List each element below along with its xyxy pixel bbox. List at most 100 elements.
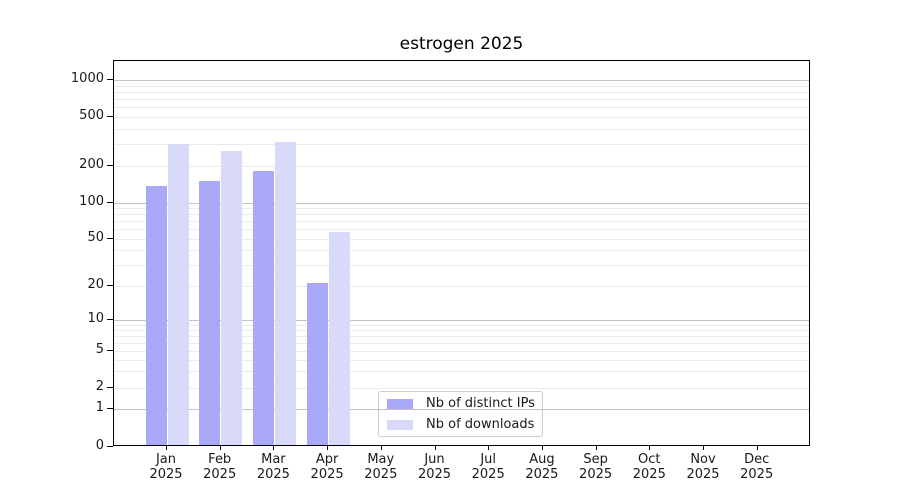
y-tick-label-500: 500	[79, 108, 104, 123]
y-tick-label-2: 2	[95, 378, 104, 394]
x-tick-label-dec: Dec 2025	[725, 452, 789, 482]
minor-gridline-60	[114, 229, 809, 231]
minor-gridline-900	[114, 85, 809, 87]
x-tick-label-aug: Aug 2025	[510, 452, 574, 482]
minor-gridline-8	[114, 329, 809, 331]
y-tick-label-0: 0	[95, 437, 104, 453]
x-tick-month: Nov	[690, 452, 716, 467]
x-tick-year: 2025	[149, 467, 183, 482]
x-tick-month: Mar	[261, 452, 286, 467]
x-tick-month: Aug	[529, 452, 555, 467]
y-tick-label-1000: 1000	[70, 71, 104, 86]
minor-gridline-2	[114, 387, 809, 389]
legend-swatch-downloads	[387, 419, 413, 430]
chart-title: estrogen 2025	[399, 34, 524, 54]
x-tick-mark-oct	[649, 446, 651, 450]
bar-downloads-apr	[328, 231, 350, 446]
x-tick-label-sep: Sep 2025	[564, 452, 628, 482]
minor-gridline-80	[114, 214, 809, 216]
y-tick-label-5: 5	[95, 342, 104, 357]
x-tick-mark-apr	[327, 446, 329, 450]
legend-swatch-distinct-ips	[387, 398, 413, 409]
y-tick-mark-1	[107, 407, 113, 409]
x-tick-month: Jun	[424, 452, 445, 467]
x-tick-year: 2025	[579, 467, 613, 482]
y-tick-mark-200	[107, 164, 113, 166]
minor-gridline-70	[114, 221, 809, 223]
minor-gridline-20	[114, 286, 809, 287]
major-gridline-100	[114, 202, 809, 204]
y-tick-label-200: 200	[79, 156, 104, 172]
legend-label: Nb of downloads	[426, 417, 535, 432]
minor-gridline-700	[114, 99, 809, 101]
minor-gridline-5	[114, 351, 809, 352]
x-tick-mark-sep	[595, 446, 597, 450]
minor-gridline-30	[114, 264, 809, 266]
y-tick-mark-1000	[107, 79, 113, 80]
x-tick-year: 2025	[740, 467, 774, 482]
x-tick-mark-jul	[488, 446, 490, 450]
minor-gridline-3	[114, 371, 809, 373]
bar-downloads-jan	[167, 144, 189, 446]
x-tick-mark-jun	[434, 446, 436, 450]
x-tick-label-jun: Jun 2025	[403, 452, 467, 482]
y-tick-label-50: 50	[87, 229, 104, 245]
x-tick-year: 2025	[632, 467, 666, 482]
minor-gridline-800	[114, 91, 809, 93]
x-tick-year: 2025	[310, 467, 344, 482]
y-tick-label-100: 100	[79, 193, 104, 209]
x-tick-year: 2025	[203, 467, 237, 482]
y-tick-label-10: 10	[87, 311, 104, 326]
legend-item-distinct-ips: Nb of distinct IPs	[379, 395, 542, 413]
y-tick-mark-500	[107, 116, 113, 117]
major-gridline-1000	[114, 80, 809, 81]
x-tick-year: 2025	[686, 467, 720, 482]
minor-gridline-500	[114, 117, 809, 118]
x-tick-label-mar: Mar 2025	[241, 452, 305, 482]
minor-gridline-300	[114, 144, 809, 146]
x-tick-label-jan: Jan 2025	[134, 452, 198, 482]
x-tick-year: 2025	[256, 467, 290, 482]
y-tick-mark-100	[107, 201, 113, 203]
minor-gridline-200	[114, 165, 809, 167]
y-tick-label-1: 1	[95, 399, 104, 415]
major-gridline-10	[114, 320, 809, 321]
legend-item-downloads: Nb of downloads	[379, 416, 542, 434]
minor-gridline-400	[114, 128, 809, 130]
x-tick-label-apr: Apr 2025	[295, 452, 359, 482]
minor-gridline-40	[114, 250, 809, 252]
x-tick-label-jul: Jul 2025	[456, 452, 520, 482]
x-tick-label-may: May 2025	[349, 452, 413, 482]
minor-gridline-600	[114, 107, 809, 109]
bar-downloads-mar	[274, 142, 296, 446]
x-tick-month: Dec	[744, 452, 770, 467]
y-tick-mark-10	[107, 319, 113, 320]
x-tick-year: 2025	[525, 467, 559, 482]
x-tick-year: 2025	[417, 467, 452, 482]
x-tick-month: Jul	[480, 452, 497, 467]
minor-gridline-4	[114, 359, 809, 361]
legend-label: Nb of distinct IPs	[426, 396, 535, 411]
x-tick-year: 2025	[471, 467, 505, 482]
x-tick-label-oct: Oct 2025	[617, 452, 681, 482]
x-tick-mark-aug	[541, 446, 543, 450]
x-tick-mark-feb	[219, 446, 221, 450]
x-tick-month: Oct	[638, 452, 661, 467]
x-tick-month: Feb	[208, 452, 232, 467]
major-gridline-1	[114, 408, 809, 410]
y-tick-mark-20	[107, 285, 113, 286]
minor-gridline-7	[114, 335, 809, 337]
bar-downloads-feb	[221, 150, 243, 446]
x-tick-label-feb: Feb 2025	[188, 452, 252, 482]
x-tick-month: Sep	[583, 452, 608, 467]
minor-gridline-9	[114, 324, 809, 326]
bar-distinct-ips-feb	[199, 181, 221, 446]
minor-gridline-6	[114, 342, 809, 344]
bar-distinct-ips-apr	[306, 283, 328, 446]
minor-gridline-90	[114, 208, 809, 210]
plot-area	[113, 60, 810, 446]
y-tick-mark-0	[107, 445, 113, 447]
x-tick-month: May	[367, 452, 395, 467]
x-tick-mark-dec	[756, 446, 758, 450]
